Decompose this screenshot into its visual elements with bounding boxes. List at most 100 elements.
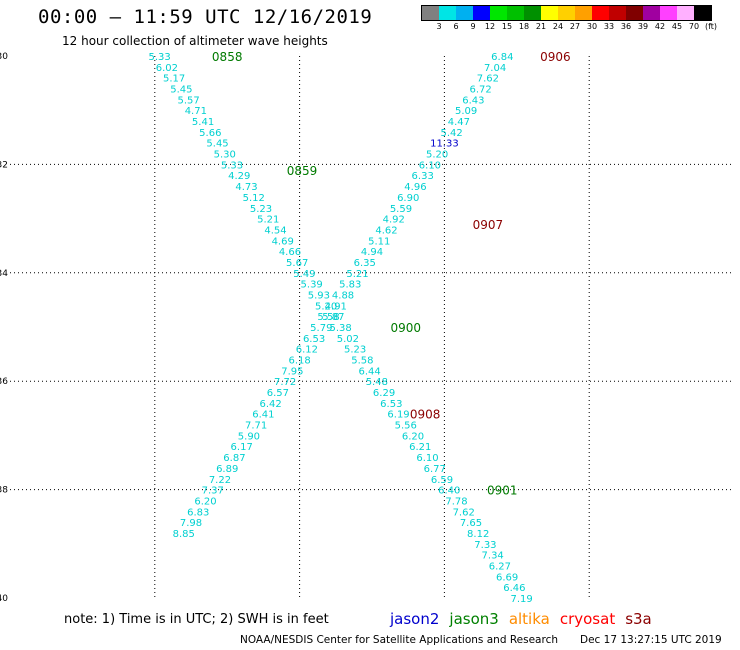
swh-value-label: 6.29 <box>373 388 395 399</box>
swh-value-label: 6.33 <box>412 171 434 182</box>
swh-value-label: 5.23 <box>344 345 366 356</box>
legend-label: 42 <box>654 22 666 31</box>
footer-note: note: 1) Time is in UTC; 2) SWH is in fe… <box>64 612 329 627</box>
y-tick-label: -38 <box>0 486 8 496</box>
swh-value-label: 5.48 <box>366 377 388 388</box>
legend-swatch <box>694 6 711 20</box>
swh-value-label: 7.71 <box>245 421 267 432</box>
swh-value-label: 4.62 <box>375 225 397 236</box>
swh-value-label: 4.94 <box>361 247 383 258</box>
legend-label: 21 <box>535 22 547 31</box>
mission-legend: jason2 jason3 altika cryosat s3a <box>390 610 662 628</box>
swh-value-label: 4.73 <box>235 182 257 193</box>
swh-value-label: 6.42 <box>260 399 282 410</box>
mission-jason3: jason3 <box>449 610 499 628</box>
legend-label: 3 <box>436 22 442 31</box>
y-tick-label: -34 <box>0 269 8 279</box>
legend-swatch <box>541 6 558 20</box>
mission-jason2: jason2 <box>390 610 440 628</box>
legend-swatch <box>422 6 439 20</box>
time-label: 0908 <box>410 408 441 422</box>
swh-value-label: 7.37 <box>202 486 224 497</box>
legend-label: 30 <box>586 22 598 31</box>
swh-value-label: 5.66 <box>199 128 221 139</box>
swh-value-label: 6.20 <box>194 496 216 507</box>
legend-swatch <box>609 6 626 20</box>
y-tick-label: -36 <box>0 377 8 387</box>
swh-value-label: 7.19 <box>510 594 532 605</box>
swh-value-label: 7.62 <box>453 507 475 518</box>
credit-text: NOAA/NESDIS Center for Satellite Applica… <box>240 634 558 646</box>
timestamp-text: Dec 17 13:27:15 UTC 2019 <box>580 634 722 646</box>
swh-value-label: 5.38 <box>329 323 351 334</box>
swh-value-label: 5.58 <box>317 312 339 323</box>
swh-value-label: 5.83 <box>339 280 361 291</box>
legend-swatch <box>456 6 473 20</box>
swh-value-label: 6.43 <box>462 95 484 106</box>
time-label: 0858 <box>212 50 243 64</box>
swh-value-label: 5.12 <box>243 193 265 204</box>
legend-label: 27 <box>569 22 581 31</box>
legend-swatch <box>677 6 694 20</box>
swh-value-label: 5.87 <box>322 312 344 323</box>
time-label: 0907 <box>473 218 504 232</box>
chart-title: 00:00 – 11:59 UTC 12/16/2019 <box>38 6 373 28</box>
chart-subtitle: 12 hour collection of altimeter wave hei… <box>62 34 328 48</box>
swh-value-label: 7.22 <box>209 475 231 486</box>
legend-label: 33 <box>603 22 615 31</box>
swh-value-label: 7.65 <box>460 518 482 529</box>
swh-value-label: 5.56 <box>395 421 417 432</box>
swh-value-label: 4.71 <box>185 106 207 117</box>
time-label: 0900 <box>391 321 422 335</box>
swh-value-label: 4.88 <box>332 290 354 301</box>
swh-value-label: 5.79 <box>310 323 332 334</box>
swh-value-label: 6.44 <box>358 366 380 377</box>
swh-value-label: 6.87 <box>223 453 245 464</box>
swh-value-label: 6.10 <box>416 453 438 464</box>
swh-value-label: 7.33 <box>474 540 496 551</box>
y-tick-label: -40 <box>0 594 8 604</box>
legend-swatch <box>643 6 660 20</box>
swh-value-label: 8.12 <box>467 529 489 540</box>
legend-label: 70 <box>688 22 700 31</box>
legend-swatch <box>473 6 490 20</box>
swh-value-label: 6.10 <box>419 160 441 171</box>
swh-value-label: 4.47 <box>448 117 470 128</box>
swh-value-label: 5.20 <box>426 150 448 161</box>
swh-value-label: 5.21 <box>346 269 368 280</box>
altimeter-plot: 03691215-30-32-34-36-38-405.336.025.175.… <box>0 50 734 605</box>
legend-label: 36 <box>620 22 632 31</box>
swh-value-label: 5.33 <box>148 52 170 63</box>
legend-swatch <box>558 6 575 20</box>
swh-value-label: 6.83 <box>187 507 209 518</box>
time-label: 0906 <box>540 50 571 64</box>
legend-label: 24 <box>552 22 564 31</box>
y-tick-label: -30 <box>0 52 8 62</box>
swh-value-label: 6.69 <box>496 572 518 583</box>
swh-value-label: 5.23 <box>250 204 272 215</box>
swh-value-label: 6.18 <box>288 356 310 367</box>
swh-value-label: 6.57 <box>267 388 289 399</box>
swh-value-label: 6.35 <box>354 258 376 269</box>
swh-value-label: 5.45 <box>170 85 192 96</box>
swh-value-label: 6.59 <box>431 475 453 486</box>
swh-value-label: 6.19 <box>387 410 409 421</box>
legend-label: (ft) <box>704 22 718 31</box>
legend-swatch <box>507 6 524 20</box>
swh-value-label: 5.67 <box>286 258 308 269</box>
swh-value-label: 6.12 <box>296 345 318 356</box>
swh-value-label: 4.91 <box>325 301 347 312</box>
swh-value-label: 5.09 <box>455 106 477 117</box>
legend-label: 45 <box>671 22 683 31</box>
swh-value-label: 6.89 <box>216 464 238 475</box>
swh-value-label: 6.02 <box>156 63 178 74</box>
swh-value-label: 5.11 <box>368 236 390 247</box>
swh-value-label: 5.59 <box>390 204 412 215</box>
swh-value-label: 6.53 <box>303 334 325 345</box>
swh-value-label: 7.78 <box>445 496 467 507</box>
swh-value-label: 6.21 <box>409 442 431 453</box>
swh-value-label: 5.57 <box>177 95 199 106</box>
swh-value-label: 7.34 <box>482 551 504 562</box>
swh-value-label: 4.29 <box>228 171 250 182</box>
legend-label: 39 <box>637 22 649 31</box>
